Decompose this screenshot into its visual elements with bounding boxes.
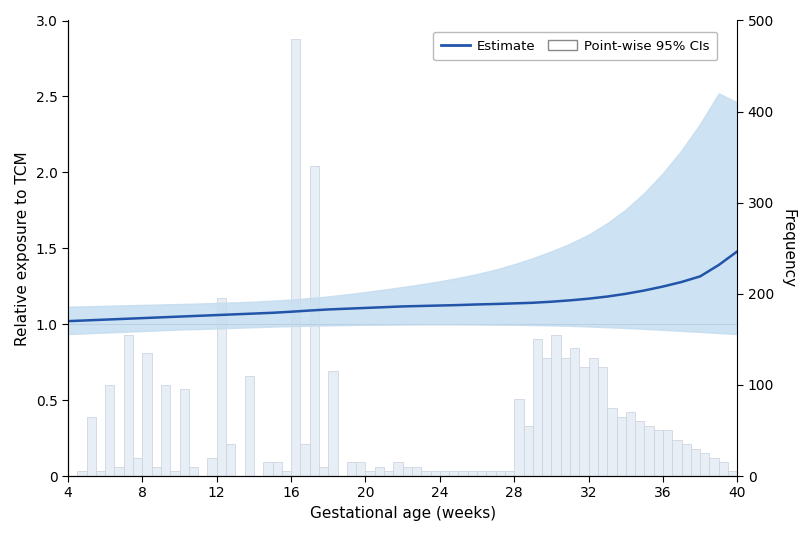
- Bar: [161, 385, 170, 476]
- Bar: [542, 358, 552, 476]
- Bar: [514, 399, 523, 476]
- Bar: [319, 467, 328, 476]
- Bar: [645, 426, 654, 476]
- Bar: [328, 371, 338, 476]
- Bar: [635, 421, 645, 476]
- Bar: [143, 353, 151, 476]
- Y-axis label: Relative exposure to TCM: Relative exposure to TCM: [15, 151, 30, 346]
- Bar: [180, 390, 189, 476]
- Bar: [467, 472, 477, 476]
- Bar: [570, 348, 579, 476]
- Bar: [486, 472, 496, 476]
- Bar: [217, 299, 226, 476]
- Bar: [124, 335, 133, 476]
- Bar: [207, 458, 217, 476]
- Bar: [347, 463, 356, 476]
- Bar: [421, 472, 431, 476]
- Bar: [718, 463, 728, 476]
- Bar: [496, 472, 505, 476]
- Bar: [189, 467, 198, 476]
- Bar: [505, 472, 514, 476]
- Bar: [608, 408, 616, 476]
- Bar: [226, 444, 236, 476]
- Bar: [598, 367, 608, 476]
- Bar: [458, 472, 467, 476]
- Bar: [616, 417, 626, 476]
- Bar: [626, 412, 635, 476]
- Bar: [700, 453, 710, 476]
- Bar: [170, 472, 180, 476]
- Bar: [672, 440, 681, 476]
- Bar: [291, 39, 301, 476]
- Bar: [552, 335, 561, 476]
- X-axis label: Gestational age (weeks): Gestational age (weeks): [309, 506, 496, 521]
- Bar: [133, 458, 143, 476]
- Bar: [151, 467, 161, 476]
- Bar: [272, 463, 282, 476]
- Bar: [477, 472, 486, 476]
- Y-axis label: Frequency: Frequency: [780, 209, 795, 288]
- Bar: [301, 444, 309, 476]
- Bar: [710, 458, 718, 476]
- Bar: [394, 463, 403, 476]
- Bar: [440, 472, 450, 476]
- Bar: [681, 444, 691, 476]
- Bar: [365, 472, 375, 476]
- Bar: [282, 472, 291, 476]
- Bar: [114, 467, 124, 476]
- Bar: [77, 472, 87, 476]
- Bar: [533, 339, 542, 476]
- Bar: [403, 467, 412, 476]
- Bar: [654, 430, 663, 476]
- Bar: [105, 385, 114, 476]
- Bar: [691, 449, 700, 476]
- Bar: [663, 430, 672, 476]
- Legend: Estimate, Point-wise 95% CIs: Estimate, Point-wise 95% CIs: [433, 32, 718, 61]
- Bar: [245, 376, 254, 476]
- Bar: [356, 463, 365, 476]
- Bar: [384, 472, 394, 476]
- Bar: [579, 367, 589, 476]
- Bar: [728, 472, 737, 476]
- Bar: [523, 426, 533, 476]
- Bar: [87, 417, 96, 476]
- Bar: [309, 166, 319, 476]
- Bar: [589, 358, 598, 476]
- Bar: [412, 467, 421, 476]
- Bar: [561, 358, 570, 476]
- Bar: [263, 463, 272, 476]
- Bar: [431, 472, 440, 476]
- Bar: [96, 472, 105, 476]
- Bar: [375, 467, 384, 476]
- Bar: [450, 472, 458, 476]
